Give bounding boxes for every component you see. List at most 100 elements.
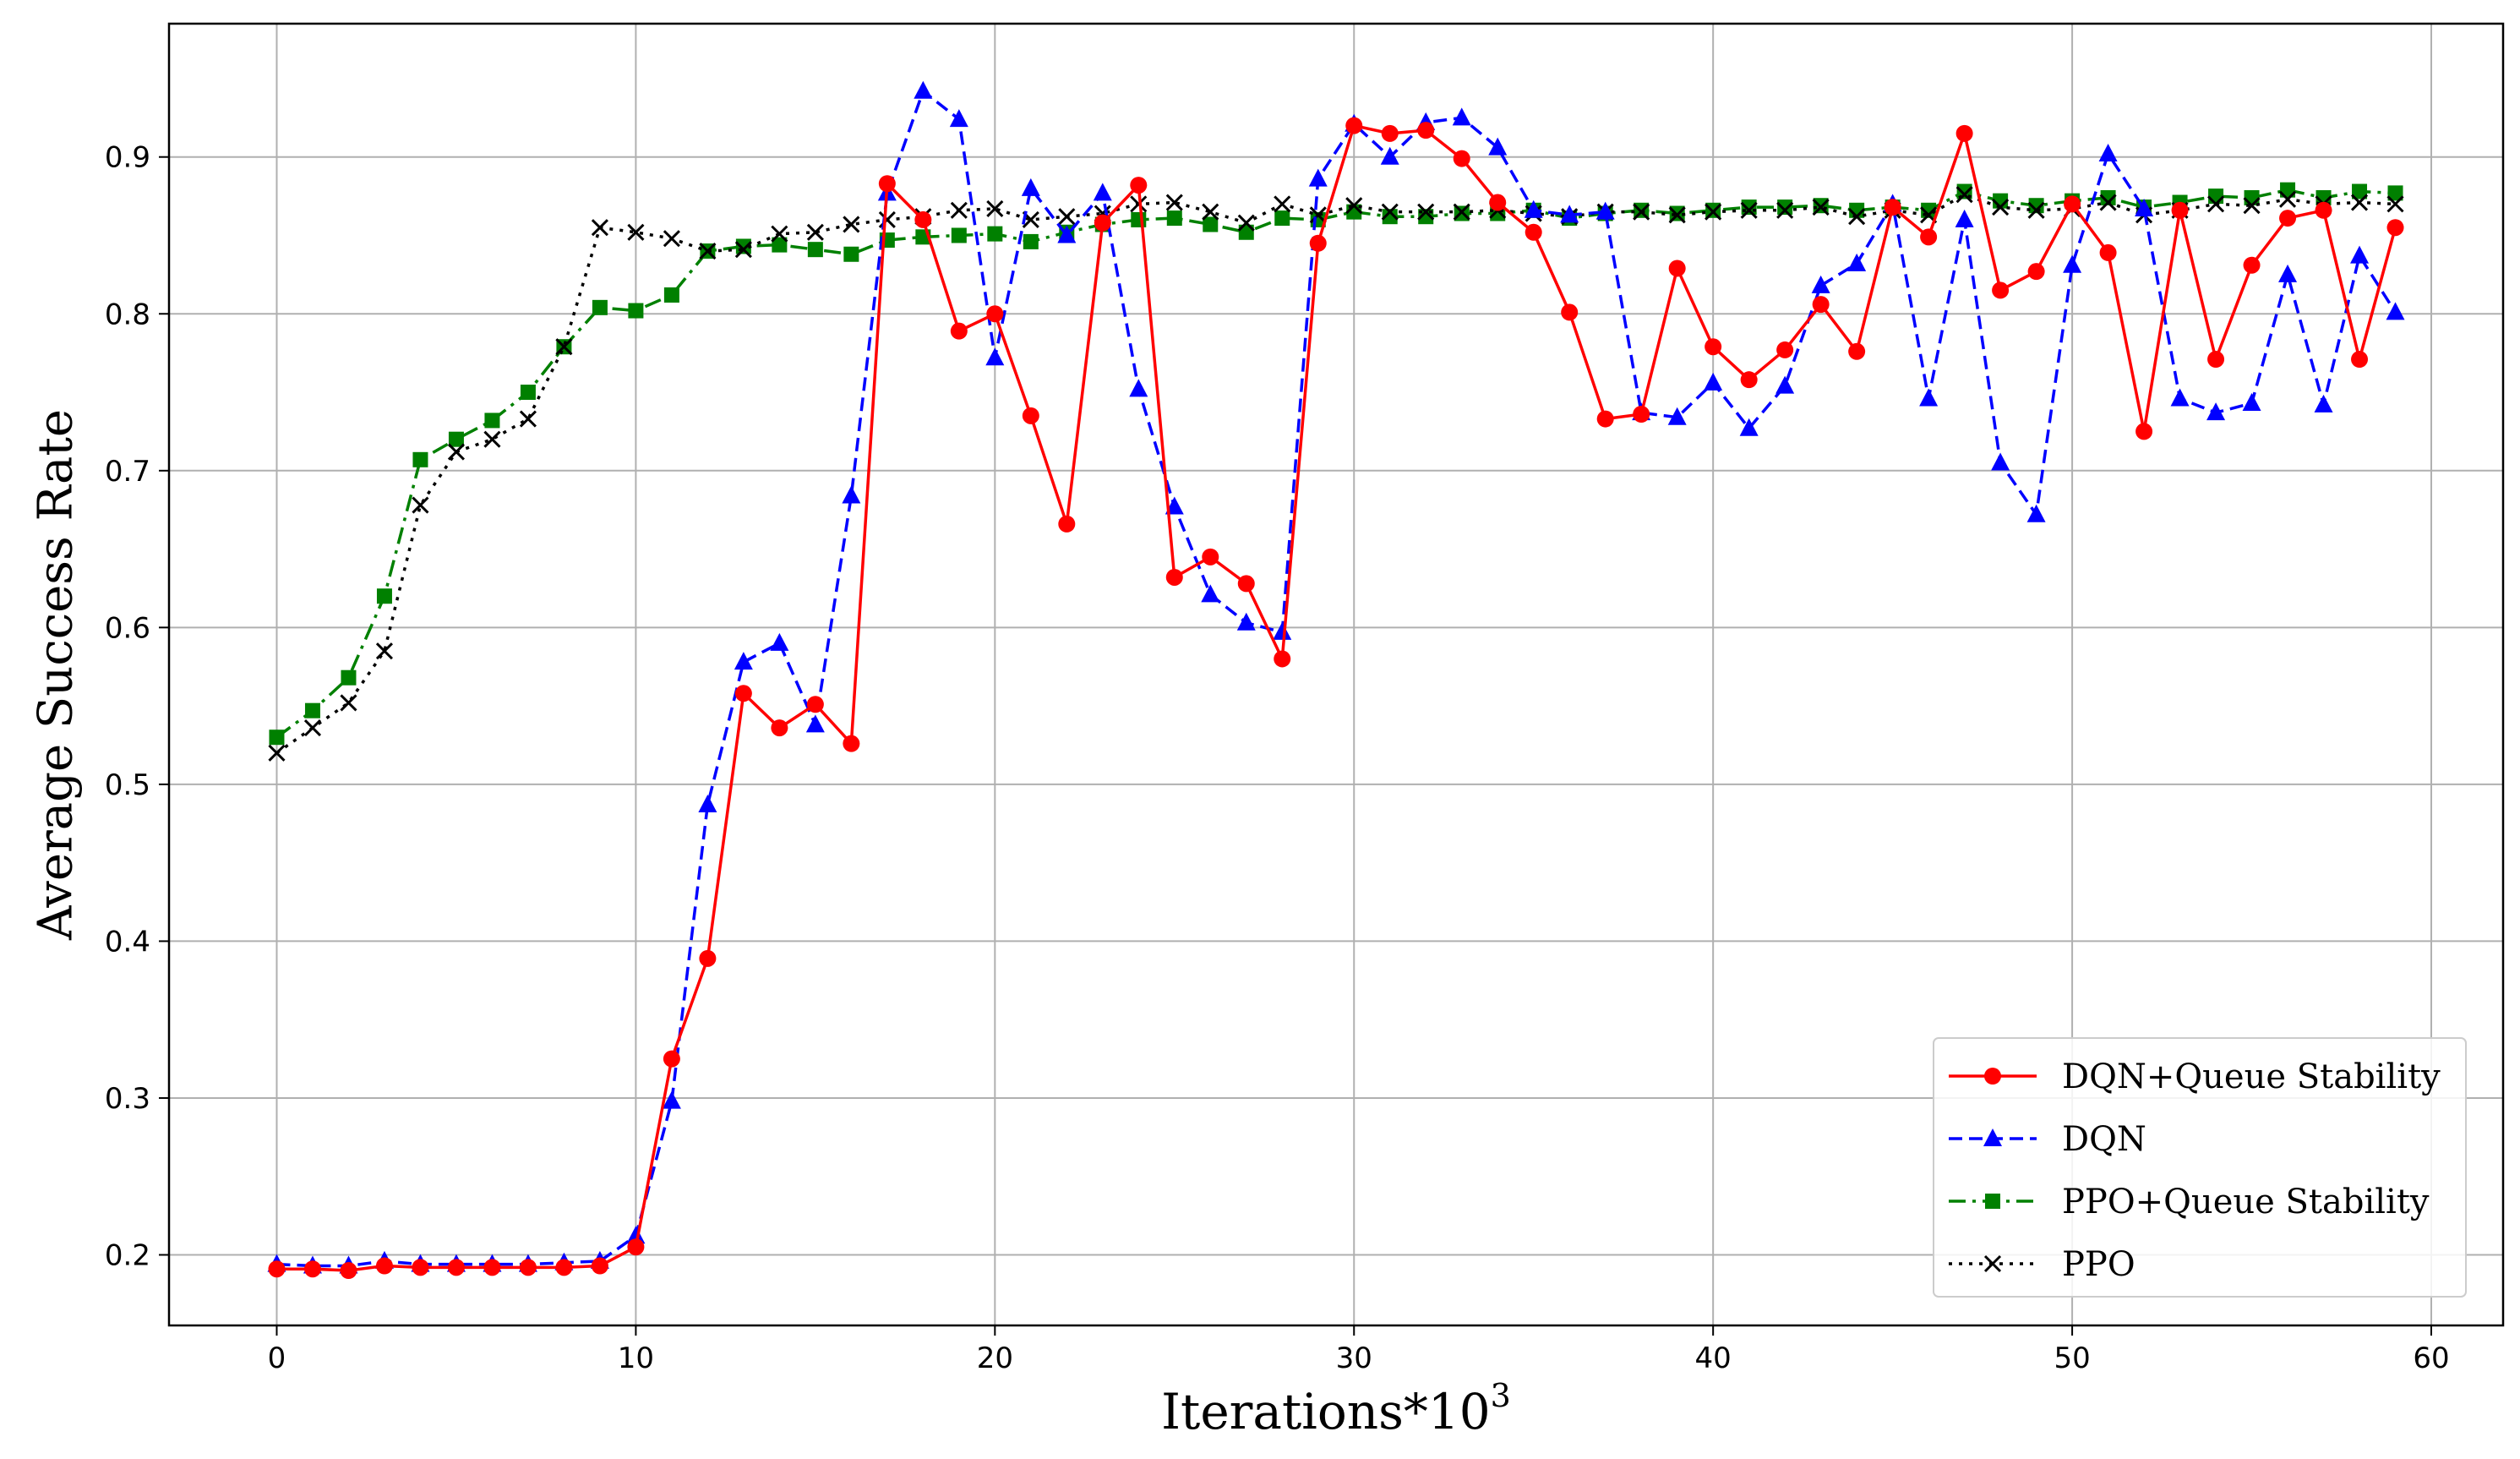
data-point — [2243, 197, 2261, 215]
data-point — [2206, 402, 2226, 421]
y-tick-label: 0.6 — [105, 611, 150, 645]
data-point — [520, 385, 536, 401]
data-point — [1021, 178, 1040, 196]
data-point — [448, 431, 464, 447]
data-point — [1345, 117, 1363, 134]
y-tick-label: 0.8 — [105, 298, 150, 331]
data-point — [1057, 225, 1077, 243]
data-point — [1058, 208, 1076, 226]
data-point — [2242, 393, 2261, 412]
data-point — [950, 322, 968, 340]
x-tick-label: 60 — [2413, 1342, 2449, 1375]
data-point — [842, 485, 861, 504]
data-point — [2064, 195, 2081, 213]
data-point — [878, 210, 896, 228]
data-point — [341, 669, 357, 686]
series-dqn-queue-stability — [268, 117, 2404, 1280]
data-point — [1345, 197, 1363, 215]
data-point — [2315, 201, 2332, 219]
data-point — [2243, 256, 2261, 274]
series-line — [276, 90, 2397, 1268]
data-point — [1560, 205, 1579, 223]
series-layer — [267, 80, 2405, 1280]
data-point — [2350, 194, 2369, 211]
data-point — [950, 201, 968, 219]
data-point — [1524, 199, 1543, 218]
data-point — [591, 219, 608, 237]
data-point — [1238, 224, 1254, 240]
data-point — [340, 1262, 357, 1280]
data-point — [412, 451, 428, 467]
data-point — [628, 303, 644, 319]
data-point — [376, 588, 392, 604]
data-point — [2386, 219, 2404, 237]
data-point — [1165, 496, 1184, 515]
data-point — [1919, 388, 1939, 407]
data-point — [2099, 194, 2117, 211]
data-point — [1309, 234, 1327, 252]
data-point — [843, 735, 860, 752]
data-point — [843, 216, 860, 233]
data-point — [1991, 452, 2010, 471]
legend-label: DQN+Queue Stability — [2062, 1057, 2441, 1096]
data-point — [2387, 185, 2403, 201]
y-tick-label: 0.7 — [105, 455, 150, 489]
data-point — [770, 632, 789, 651]
data-point — [1274, 650, 1291, 668]
data-point — [2100, 189, 2116, 205]
data-point — [1848, 208, 1866, 226]
y-tick-label: 0.4 — [105, 925, 150, 959]
data-point — [304, 702, 320, 719]
data-point — [1847, 253, 1867, 271]
data-point — [484, 413, 500, 429]
data-point — [1489, 194, 1507, 211]
data-point — [663, 230, 680, 248]
data-point — [303, 1260, 321, 1278]
data-point — [1595, 201, 1615, 220]
legend-entry: PPO+Queue Stability — [1949, 1183, 2430, 1221]
data-point — [806, 223, 824, 241]
data-point — [806, 696, 824, 713]
data-point — [1596, 410, 1614, 428]
data-point — [1417, 122, 1435, 139]
data-point — [519, 1259, 537, 1276]
data-point — [1776, 201, 1794, 219]
y-tick-label: 0.2 — [105, 1239, 150, 1273]
data-point — [412, 1259, 429, 1276]
data-point — [483, 1259, 501, 1276]
data-point — [1452, 107, 1471, 126]
legend-entry: DQN+Queue Stability — [1949, 1057, 2441, 1096]
legend: DQN+Queue Stability DQN PPO+Queue Stabilit… — [1933, 1037, 2467, 1298]
data-point — [1884, 199, 1901, 216]
data-point — [1381, 124, 1399, 142]
data-point — [2135, 423, 2153, 440]
data-point — [1236, 612, 1256, 631]
data-point — [483, 430, 501, 448]
data-point — [1955, 209, 1974, 227]
data-point — [1381, 203, 1399, 221]
y-tick-label: 0.9 — [105, 141, 150, 175]
data-point — [269, 730, 285, 746]
data-point — [1633, 406, 1650, 423]
data-point — [699, 242, 717, 260]
data-point — [1093, 183, 1112, 201]
data-point — [663, 287, 679, 303]
data-point — [1023, 233, 1039, 249]
data-point — [1920, 228, 1938, 246]
data-point — [2278, 190, 2297, 208]
data-point — [1202, 548, 1219, 566]
data-point — [1984, 1068, 2001, 1085]
data-point — [986, 199, 1004, 218]
data-point — [914, 80, 933, 99]
data-point — [1955, 124, 1973, 142]
data-point — [2278, 264, 2298, 282]
grid — [169, 24, 2503, 1325]
data-point — [1274, 195, 1291, 213]
data-point — [1274, 210, 1290, 227]
data-point — [1058, 515, 1076, 533]
data-point — [1740, 201, 1758, 219]
data-point — [1704, 372, 1723, 391]
data-point — [698, 795, 717, 812]
data-point — [1775, 375, 1795, 394]
data-point — [1668, 206, 1686, 224]
